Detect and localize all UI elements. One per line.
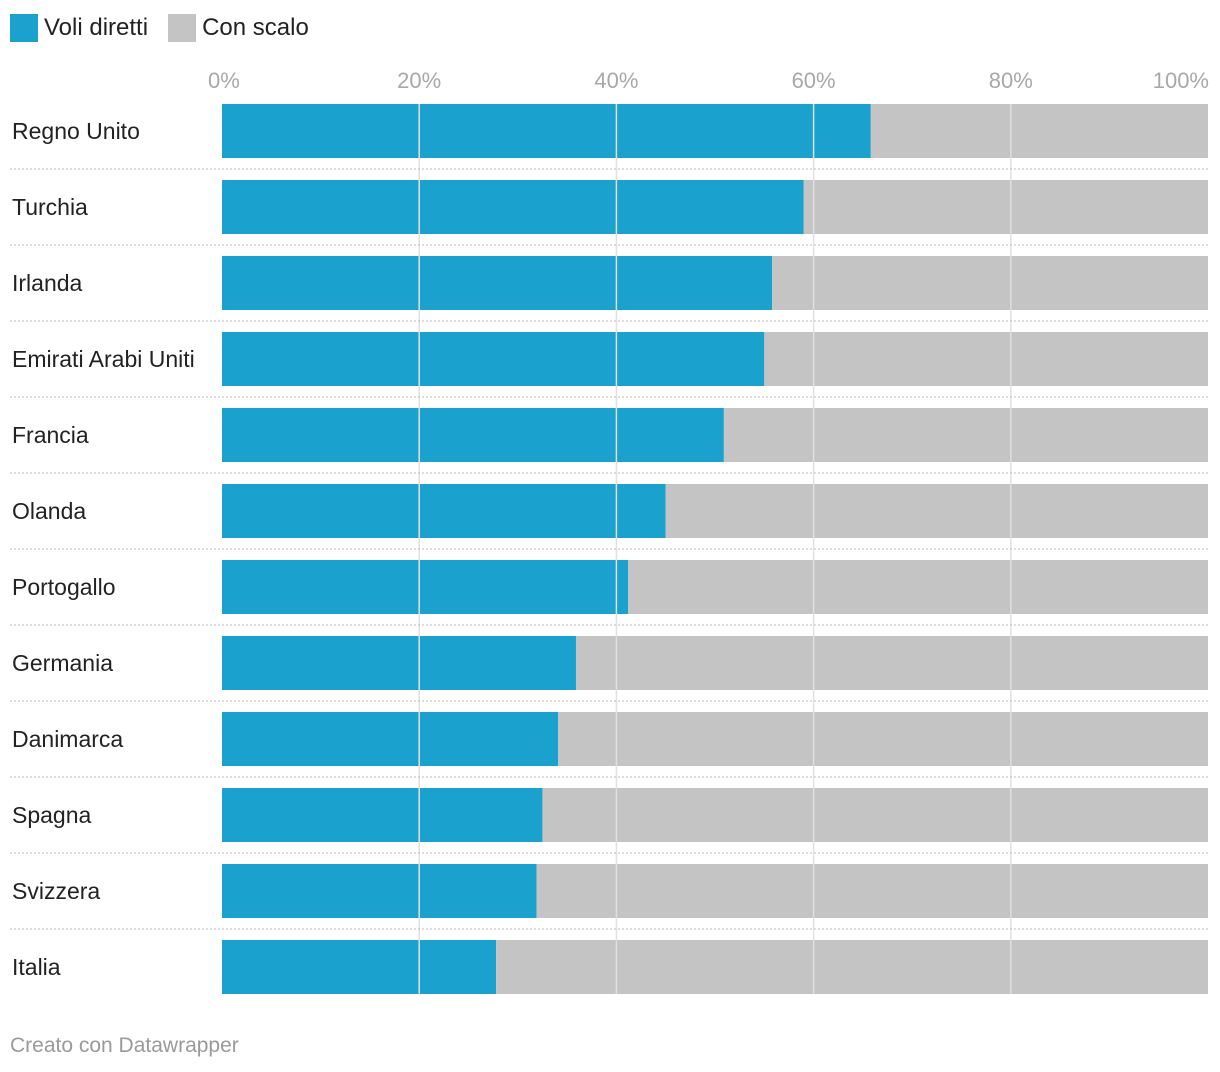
stacked-bar-chart: 0% 20% 40% 60% 80% 100% Regno Unito Turchia Irl… — [10, 68, 1209, 994]
bar-connection-olanda — [665, 484, 1208, 538]
bar-connection-emirati-arabi-uniti — [764, 332, 1208, 386]
bar-direct-emirati-arabi-uniti — [222, 332, 765, 386]
x-tick-label-0: 0% — [208, 68, 240, 93]
bar-connection-turchia — [803, 180, 1208, 234]
row-label-turchia: Turchia — [12, 194, 88, 220]
footer-credit: Creato con Datawrapper — [10, 1034, 239, 1057]
legend-label-connection: Con scalo — [202, 14, 309, 41]
bar-connection-danimarca — [558, 712, 1208, 766]
bar-direct-regno-unito — [222, 104, 871, 158]
x-tick-label-100: 100% — [1153, 68, 1209, 93]
bar-connection-regno-unito — [870, 104, 1208, 158]
bar-direct-portogallo — [222, 560, 629, 614]
x-tick-label-20: 20% — [397, 68, 441, 93]
bar-direct-francia — [222, 408, 724, 462]
bar-direct-danimarca — [222, 712, 559, 766]
bar-direct-svizzera — [222, 864, 537, 918]
bar-direct-spagna — [222, 788, 543, 842]
row-label-portogallo: Portogallo — [12, 574, 116, 600]
row-label-olanda: Olanda — [12, 498, 86, 524]
bar-connection-portogallo — [628, 560, 1208, 614]
bar-connection-germania — [575, 636, 1208, 690]
bar-connection-irlanda — [772, 256, 1208, 310]
row-label-germania: Germania — [12, 650, 113, 676]
bars-layer — [222, 104, 1208, 994]
row-labels-layer: Regno Unito Turchia Irlanda Emirati Arabi U… — [12, 118, 195, 980]
bar-connection-svizzera — [536, 864, 1208, 918]
bar-direct-turchia — [222, 180, 804, 234]
row-label-regno-unito: Regno Unito — [12, 118, 140, 144]
bar-direct-germania — [222, 636, 576, 690]
row-label-spagna: Spagna — [12, 802, 92, 828]
bar-connection-spagna — [542, 788, 1208, 842]
bar-connection-italia — [496, 940, 1208, 994]
legend-item-direct: Voli diretti — [10, 14, 148, 42]
x-tick-label-60: 60% — [792, 68, 836, 93]
row-label-irlanda: Irlanda — [12, 270, 83, 296]
row-label-francia: Francia — [12, 422, 89, 448]
row-label-danimarca: Danimarca — [12, 726, 123, 752]
chart-legend: Voli diretti Con scalo — [10, 12, 329, 44]
x-tick-label-40: 40% — [594, 68, 638, 93]
legend-label-direct: Voli diretti — [44, 14, 149, 41]
legend-item-connection: Con scalo — [168, 14, 309, 42]
row-label-svizzera: Svizzera — [12, 878, 100, 904]
legend-swatch-direct — [10, 14, 38, 42]
tick-labels-layer: 0% 20% 40% 60% 80% 100% — [208, 68, 1209, 93]
bar-direct-irlanda — [222, 256, 773, 310]
legend-swatch-connection — [168, 14, 197, 42]
bar-direct-olanda — [222, 484, 666, 538]
bar-connection-francia — [723, 408, 1208, 462]
x-tick-label-80: 80% — [989, 68, 1033, 93]
bar-direct-italia — [222, 940, 497, 994]
row-label-emirati-arabi-uniti: Emirati Arabi Uniti — [12, 346, 195, 372]
row-label-italia: Italia — [12, 954, 61, 980]
